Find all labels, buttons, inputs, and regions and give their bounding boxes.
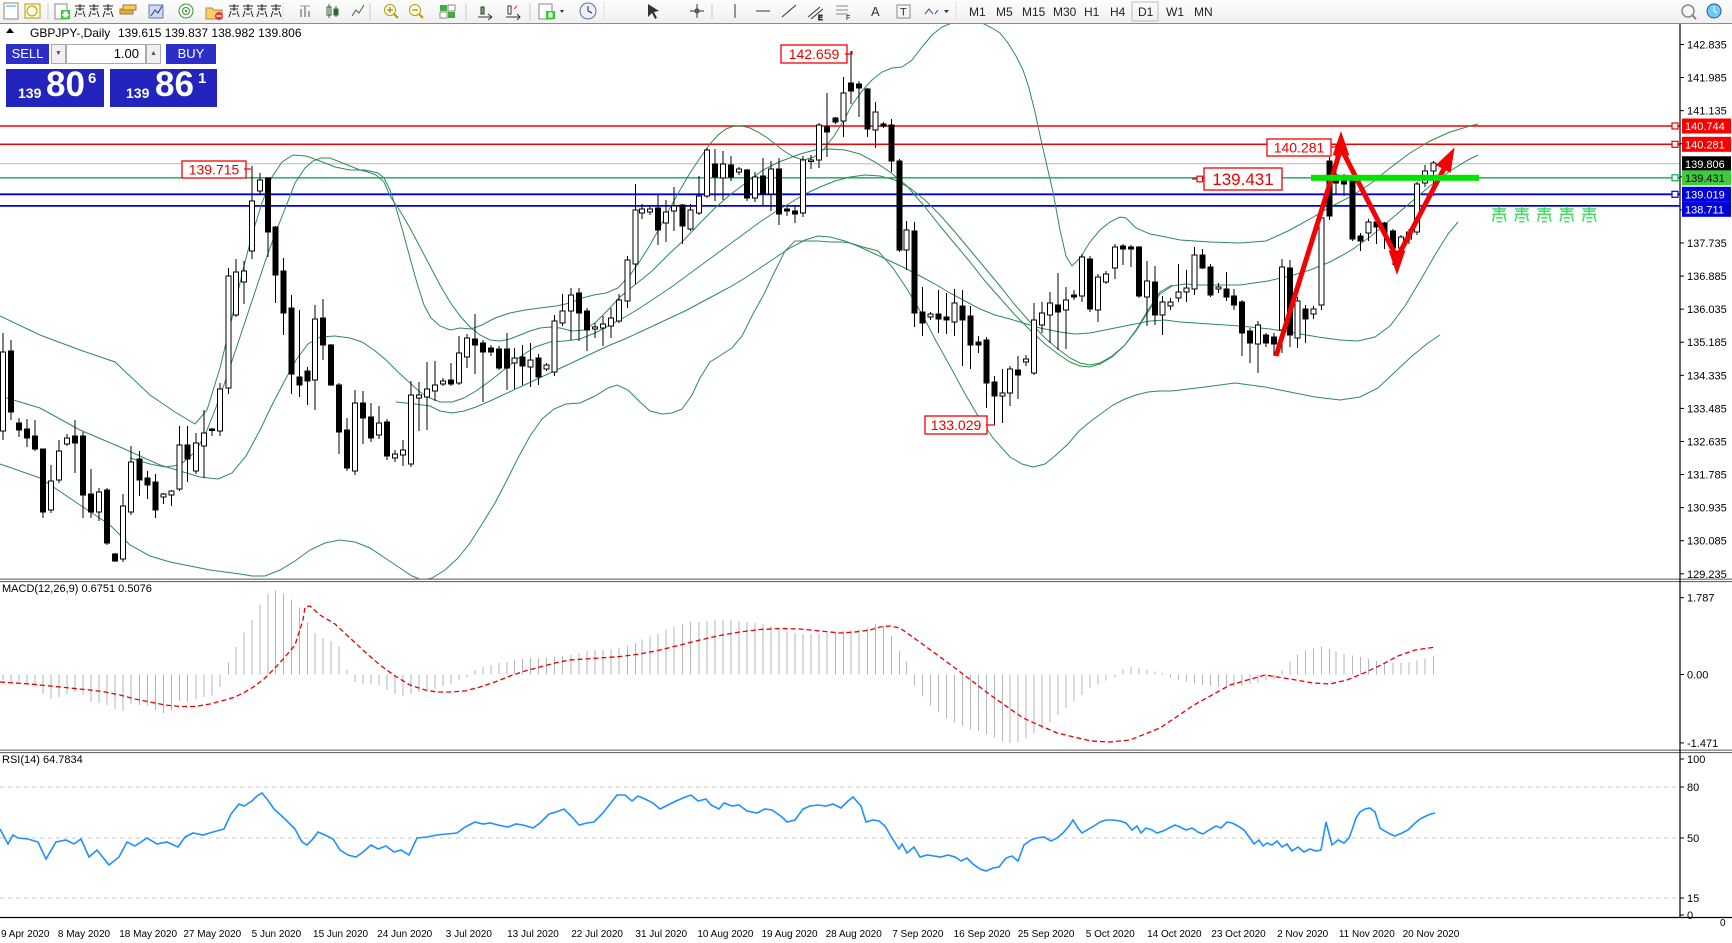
svg-text:MN: MN (1194, 5, 1213, 19)
svg-text:139.806: 139.806 (1685, 159, 1725, 171)
svg-text:8 May 2020: 8 May 2020 (58, 929, 111, 940)
svg-text:0: 0 (1720, 918, 1726, 929)
svg-text:15: 15 (1687, 893, 1699, 905)
svg-text:141.135: 141.135 (1687, 106, 1727, 118)
svg-text:130.085: 130.085 (1687, 536, 1727, 548)
svg-text:133.485: 133.485 (1687, 403, 1727, 415)
svg-text:142.659: 142.659 (789, 46, 840, 62)
svg-text:H4: H4 (1110, 5, 1126, 19)
svg-text:M5: M5 (996, 5, 1013, 19)
svg-text:140.281: 140.281 (1274, 140, 1325, 156)
svg-text:5 Jun 2020: 5 Jun 2020 (252, 929, 302, 940)
svg-text:139.715: 139.715 (189, 162, 240, 178)
svg-text:50: 50 (1687, 833, 1699, 845)
svg-text:T: T (900, 7, 907, 19)
svg-text:9 Apr 2020: 9 Apr 2020 (1, 929, 50, 940)
svg-text:0.00: 0.00 (1687, 670, 1708, 682)
svg-text:18 May 2020: 18 May 2020 (119, 929, 177, 940)
svg-text:M30: M30 (1053, 5, 1077, 19)
svg-text:25 Sep 2020: 25 Sep 2020 (1018, 929, 1075, 940)
svg-text:130.935: 130.935 (1687, 503, 1727, 515)
svg-text:7 Sep 2020: 7 Sep 2020 (892, 929, 944, 940)
svg-text:141.985: 141.985 (1687, 73, 1727, 85)
svg-text:0: 0 (1687, 910, 1693, 922)
svg-text:133.029: 133.029 (931, 417, 982, 433)
svg-text:28 Aug 2020: 28 Aug 2020 (826, 929, 883, 940)
svg-text:129.235: 129.235 (1687, 569, 1727, 581)
svg-text:134.335: 134.335 (1687, 370, 1727, 382)
svg-text:H1: H1 (1084, 5, 1100, 19)
svg-text:15 Jun 2020: 15 Jun 2020 (313, 929, 368, 940)
svg-text:16 Sep 2020: 16 Sep 2020 (954, 929, 1011, 940)
svg-text:1.787: 1.787 (1687, 593, 1715, 605)
svg-text:23 Oct 2020: 23 Oct 2020 (1211, 929, 1266, 940)
svg-text:139.431: 139.431 (1212, 170, 1273, 189)
svg-text:D1: D1 (1138, 5, 1154, 19)
svg-text:100: 100 (1687, 754, 1705, 766)
svg-text:139.431: 139.431 (1685, 173, 1725, 185)
svg-text:M1: M1 (969, 5, 986, 19)
svg-text:M15: M15 (1022, 5, 1046, 19)
svg-text:139.019: 139.019 (1685, 189, 1725, 201)
svg-text:139.615 139.837 138.982 139.80: 139.615 139.837 138.982 139.806 (118, 26, 302, 40)
svg-text:W1: W1 (1166, 5, 1184, 19)
svg-text:136.885: 136.885 (1687, 271, 1727, 283)
svg-text:20 Nov 2020: 20 Nov 2020 (1403, 929, 1460, 940)
svg-text:142.835: 142.835 (1687, 39, 1727, 51)
svg-text:F: F (846, 15, 850, 22)
svg-text:E: E (818, 15, 823, 22)
svg-text:13 Jul 2020: 13 Jul 2020 (507, 929, 559, 940)
svg-text:19 Aug 2020: 19 Aug 2020 (761, 929, 818, 940)
svg-text:A: A (871, 4, 880, 19)
svg-text:132.635: 132.635 (1687, 436, 1727, 448)
svg-text:11 Nov 2020: 11 Nov 2020 (1339, 929, 1395, 940)
svg-text:RSI(14) 64.7834: RSI(14) 64.7834 (2, 754, 83, 766)
svg-text:14 Oct 2020: 14 Oct 2020 (1147, 929, 1202, 940)
svg-text:27 May 2020: 27 May 2020 (183, 929, 241, 940)
svg-text:131.785: 131.785 (1687, 470, 1727, 482)
svg-text:135.185: 135.185 (1687, 337, 1727, 349)
svg-text:GBPJPY-,Daily: GBPJPY-,Daily (30, 26, 110, 40)
svg-text:24 Jun 2020: 24 Jun 2020 (377, 929, 432, 940)
svg-text:31 Jul 2020: 31 Jul 2020 (635, 929, 687, 940)
svg-text:-1.471: -1.471 (1687, 738, 1718, 750)
svg-text:3 Jul 2020: 3 Jul 2020 (446, 929, 493, 940)
svg-text:22 Jul 2020: 22 Jul 2020 (571, 929, 623, 940)
svg-text:138.711: 138.711 (1685, 204, 1724, 216)
svg-text:10 Aug 2020: 10 Aug 2020 (697, 929, 754, 940)
svg-text:140.744: 140.744 (1685, 121, 1725, 133)
svg-text:5 Oct 2020: 5 Oct 2020 (1086, 929, 1135, 940)
svg-text:MACD(12,26,9) 0.6751 0.5076: MACD(12,26,9) 0.6751 0.5076 (2, 583, 152, 595)
svg-text:136.035: 136.035 (1687, 304, 1727, 316)
svg-text:80: 80 (1687, 782, 1699, 794)
svg-text:140.281: 140.281 (1685, 139, 1725, 151)
svg-text:137.735: 137.735 (1687, 238, 1727, 250)
svg-text:2 Nov 2020: 2 Nov 2020 (1277, 929, 1329, 940)
